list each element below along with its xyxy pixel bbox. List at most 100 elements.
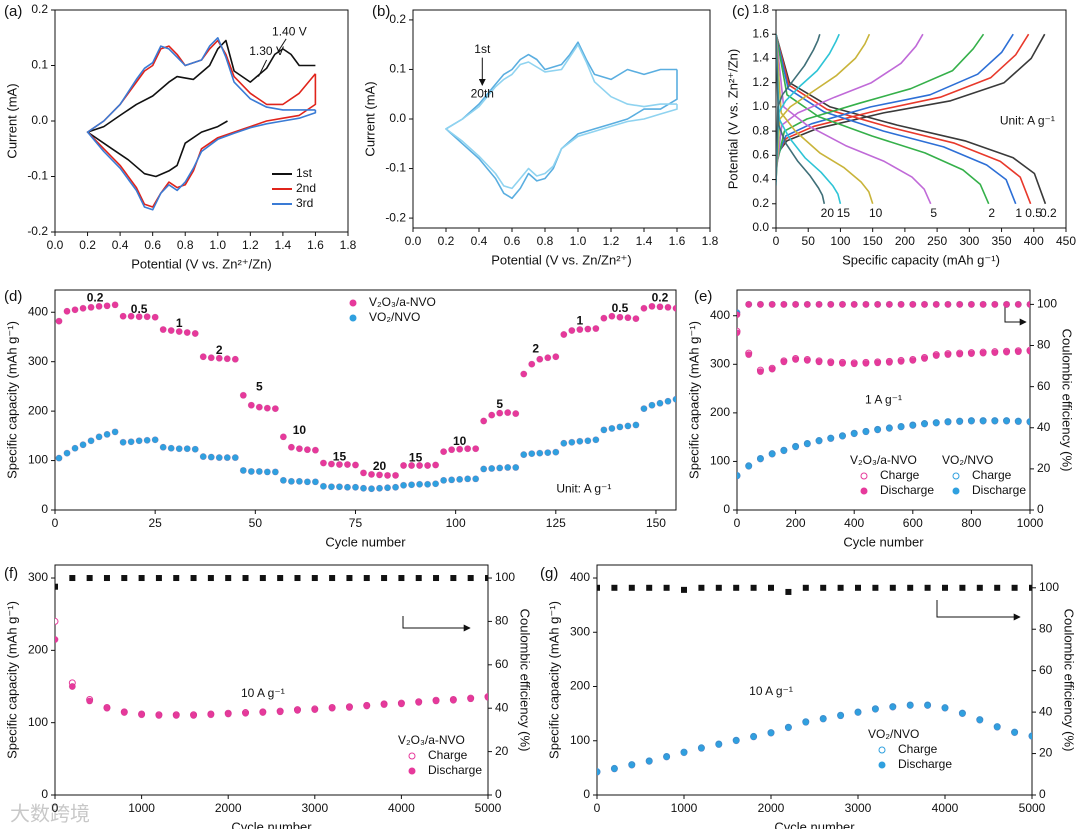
point — [95, 302, 103, 310]
plot-frame — [775, 9, 1067, 229]
point — [733, 584, 740, 591]
curve-label: 1 — [1015, 206, 1022, 220]
point — [616, 313, 624, 321]
x-tick-label: 300 — [959, 234, 979, 248]
x-tick-label: 5000 — [1019, 801, 1046, 815]
annotation-pointer — [277, 38, 287, 52]
point — [151, 313, 159, 321]
point — [346, 575, 353, 582]
point — [862, 428, 870, 436]
y-tick-label: 100 — [710, 454, 730, 468]
point — [63, 449, 71, 457]
point — [504, 463, 512, 471]
point — [819, 715, 827, 723]
point — [335, 483, 343, 491]
point — [279, 476, 287, 484]
legend-label: Charge — [898, 742, 938, 756]
legend-label: Charge — [972, 468, 1012, 482]
point — [850, 360, 858, 368]
point — [400, 462, 408, 470]
y-tick-label: 300 — [28, 354, 48, 368]
point — [924, 584, 931, 591]
point — [351, 483, 359, 491]
point — [397, 700, 405, 708]
annotation: 0.2 — [652, 291, 669, 305]
y-tick-label: 200 — [710, 405, 730, 419]
point — [664, 303, 672, 311]
point — [544, 354, 552, 362]
y-tick-label: 300 — [28, 570, 48, 584]
point — [263, 468, 271, 476]
x-tick-label: 1.0 — [570, 234, 587, 248]
point — [885, 424, 893, 432]
annotation: 10 — [453, 434, 467, 448]
point — [239, 466, 247, 474]
y-tick-label: 100 — [570, 733, 590, 747]
legend-label: V₂O₃/a-NVO — [369, 295, 436, 309]
y2-tick-label: 40 — [1037, 420, 1051, 434]
point — [143, 313, 151, 321]
panel-label: (g) — [540, 565, 558, 582]
point — [802, 718, 810, 726]
y-tick-label: 300 — [710, 356, 730, 370]
point — [121, 575, 128, 582]
point — [560, 330, 568, 338]
point — [512, 410, 520, 418]
point — [225, 575, 232, 582]
x-axis-label: Cycle number — [231, 819, 312, 829]
point — [815, 437, 823, 445]
point — [127, 438, 135, 446]
panel-label: (a) — [4, 3, 22, 20]
point — [976, 584, 983, 591]
point — [584, 437, 592, 445]
point — [247, 467, 255, 475]
series-line — [776, 33, 821, 186]
point — [173, 575, 180, 582]
point — [1003, 348, 1011, 356]
y2-tick-label: 60 — [1037, 379, 1051, 393]
point — [368, 485, 376, 493]
point — [343, 483, 351, 491]
point — [640, 405, 648, 413]
point — [103, 575, 110, 582]
point — [921, 420, 929, 428]
x-tick-label: 125 — [546, 516, 566, 530]
point — [400, 481, 408, 489]
point — [576, 326, 584, 334]
point — [363, 702, 371, 710]
point — [87, 303, 95, 311]
series-line — [776, 33, 1030, 159]
axis-arrow — [1004, 302, 1027, 326]
point — [311, 706, 319, 714]
point — [223, 355, 231, 363]
x-tick-label: 50 — [802, 234, 816, 248]
point — [756, 300, 764, 308]
x-tick-label: 1.8 — [340, 238, 357, 252]
series-line — [86, 39, 316, 178]
point — [680, 749, 688, 757]
point — [697, 744, 705, 752]
point — [991, 349, 999, 357]
point — [993, 723, 1001, 731]
series-line — [776, 33, 871, 180]
axis-arrow — [936, 600, 1021, 621]
point — [345, 703, 353, 711]
point — [119, 312, 127, 320]
point — [381, 575, 388, 582]
plot-frame — [736, 289, 1031, 511]
plot-area — [737, 300, 1030, 480]
point — [1026, 418, 1030, 426]
point — [956, 350, 964, 358]
point — [944, 300, 952, 308]
point — [921, 354, 929, 362]
point — [737, 329, 741, 337]
x-tick-label: 200 — [786, 516, 806, 530]
annotation: 20 — [373, 459, 387, 473]
x-tick-label: 400 — [844, 516, 864, 530]
point — [287, 443, 295, 451]
point — [815, 300, 823, 308]
x-tick-label: 0.2 — [438, 234, 455, 248]
point — [768, 365, 776, 373]
point — [255, 467, 263, 475]
